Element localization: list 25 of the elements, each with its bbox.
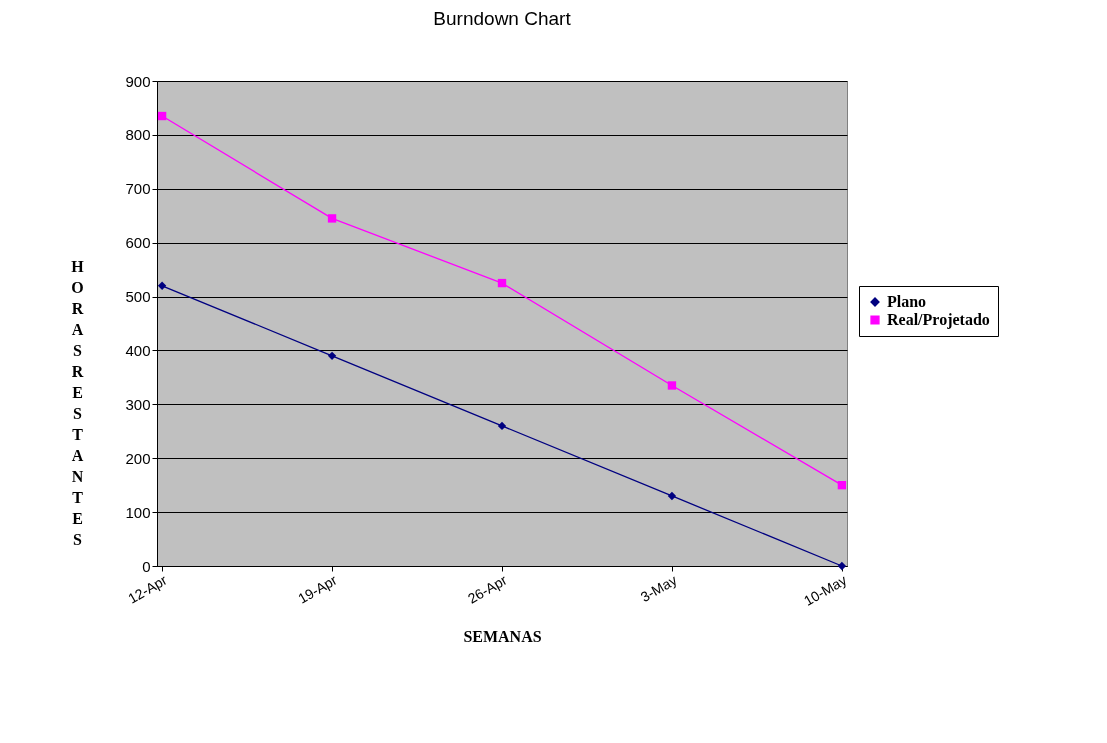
point (667, 381, 677, 390)
y-tick-label: 600 (125, 234, 151, 252)
point (497, 421, 507, 431)
y-tick-label: 700 (125, 180, 151, 198)
y-tick-label: 0 (142, 557, 151, 575)
y-tick-label: 200 (125, 449, 151, 467)
legend-label: Plano (887, 293, 927, 310)
legend-label: Real/Projetado (887, 311, 990, 329)
y-tick-label: 900 (125, 72, 151, 90)
point (667, 491, 677, 501)
chart-title: Burndown Chart (433, 8, 572, 29)
y-tick-label: 400 (125, 341, 151, 359)
y-tick-label: 800 (125, 126, 151, 144)
y-tick-label: 500 (125, 288, 151, 306)
point (497, 278, 507, 288)
point (157, 111, 167, 121)
y-tick-label: 100 (125, 503, 151, 521)
x-axis-title: SEMANAS (463, 627, 542, 645)
point (157, 281, 167, 290)
point (837, 561, 847, 571)
point (837, 480, 847, 490)
y-tick-label: 300 (125, 395, 151, 413)
text: HORAS RESTANTES (71, 257, 84, 548)
point (327, 214, 337, 223)
point (327, 351, 337, 361)
